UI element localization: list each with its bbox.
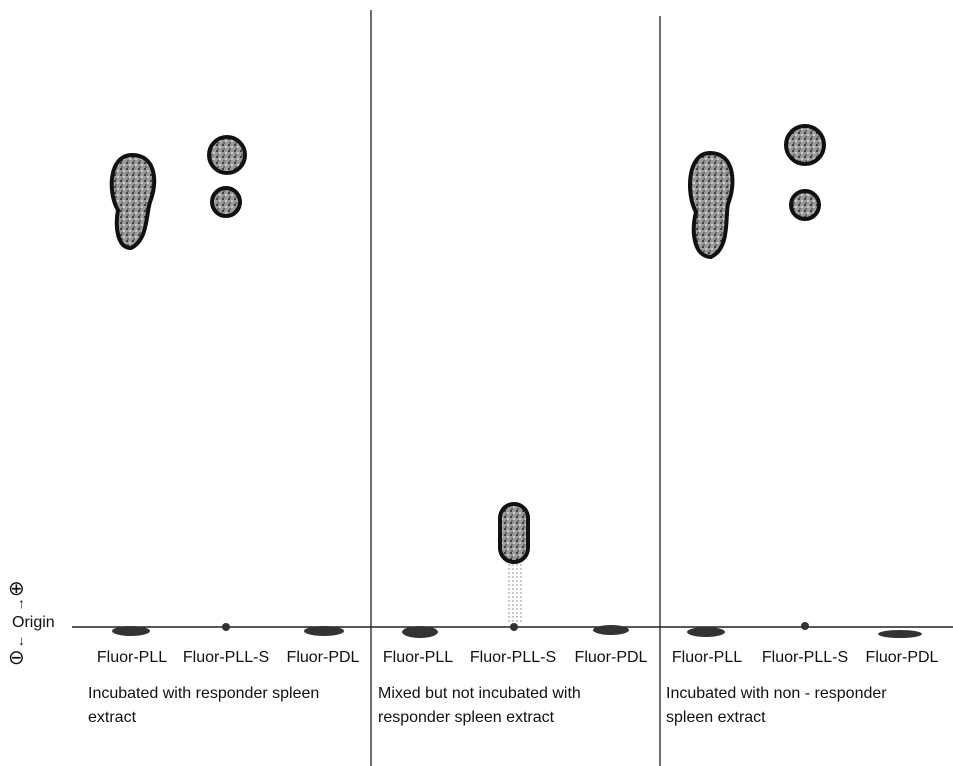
origin-spot	[510, 623, 518, 631]
lane-label: Fluor-PDL	[286, 649, 360, 666]
caption-line: Incubated with responder spleen	[88, 685, 320, 702]
origin-label: Origin	[12, 614, 55, 631]
caption-line: responder spleen extract	[378, 709, 555, 726]
spot	[687, 150, 735, 260]
origin-spot	[801, 622, 809, 630]
arrow: ↑	[18, 595, 25, 611]
spot	[109, 152, 157, 251]
origin-spot	[112, 626, 150, 636]
lane-label: Fluor-PLL	[382, 649, 454, 666]
spot	[784, 124, 826, 166]
caption-line: spleen extract	[666, 709, 766, 726]
spot	[207, 135, 247, 175]
lane-label: Fluor-PLL	[671, 649, 743, 666]
origin-spot	[304, 626, 344, 636]
caption-line: Mixed but not incubated with	[378, 685, 581, 702]
origin-spot	[222, 623, 230, 631]
origin-spot	[402, 626, 438, 638]
origin-marks	[112, 622, 922, 638]
spot	[498, 502, 530, 564]
lane-label: Fluor-PLL-S	[469, 649, 557, 666]
origin-spot	[687, 627, 725, 637]
origin-spot	[593, 625, 629, 635]
spots	[109, 124, 826, 564]
lane-label: Fluor-PLL-S	[761, 649, 849, 666]
origin-spot	[878, 630, 922, 638]
lane-label: Fluor-PDL	[865, 649, 939, 666]
caption-line: Incubated with non - responder	[666, 685, 887, 702]
plus-label: ⊕	[8, 578, 25, 600]
spot	[210, 186, 242, 218]
arrow: ↓	[18, 632, 25, 648]
lane-label: Fluor-PLL-S	[182, 649, 270, 666]
spot	[789, 189, 821, 221]
lane-label: Fluor-PLL	[96, 649, 168, 666]
caption-line: extract	[88, 709, 137, 726]
smear	[506, 562, 522, 624]
lane-label: Fluor-PDL	[574, 649, 648, 666]
minus-label: ⊖	[8, 647, 25, 669]
